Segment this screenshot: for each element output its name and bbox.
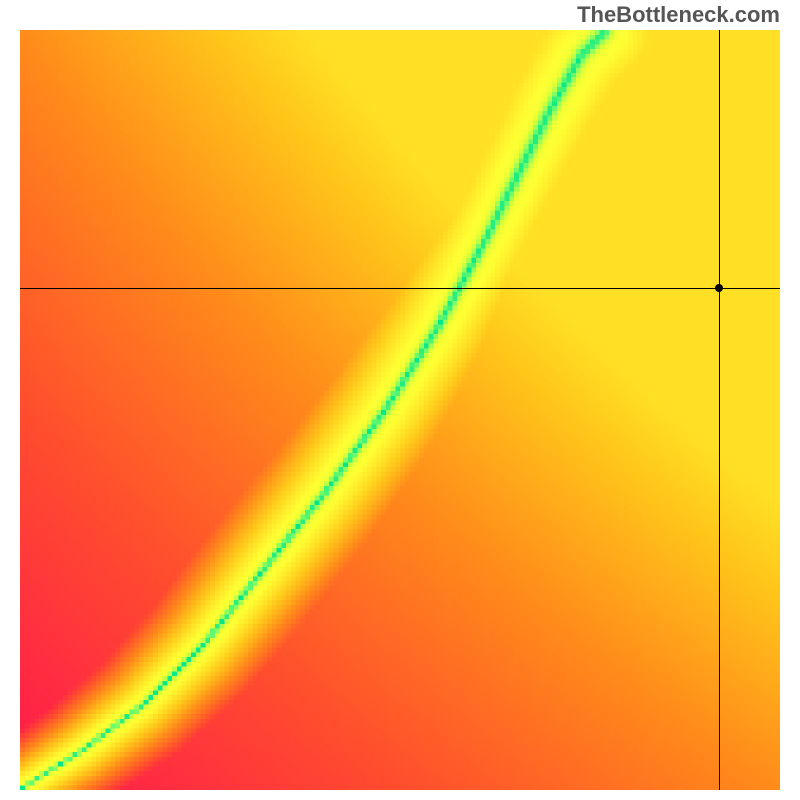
chart-container: TheBottleneck.com <box>0 0 800 800</box>
heatmap-canvas <box>20 30 780 790</box>
crosshair-horizontal <box>20 288 780 289</box>
crosshair-marker <box>715 284 723 292</box>
watermark-text: TheBottleneck.com <box>577 2 780 28</box>
plot-area <box>20 30 780 790</box>
crosshair-vertical <box>719 30 720 790</box>
